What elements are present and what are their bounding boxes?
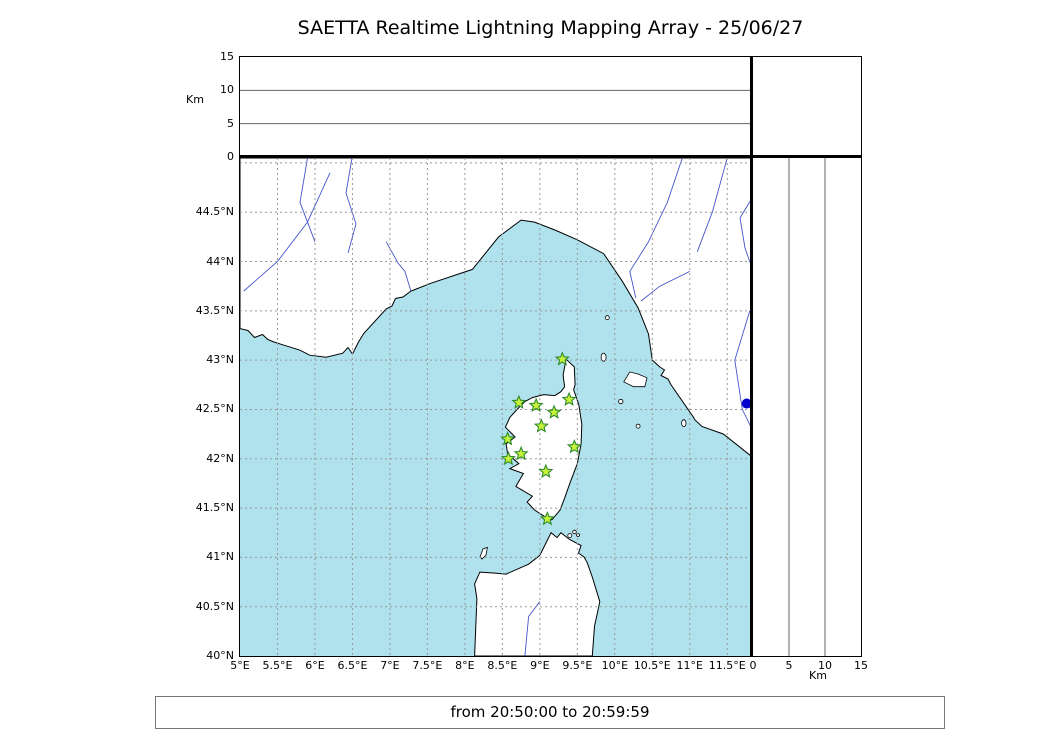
station-marker [538,463,554,479]
lon-tick-label: 9.5°E [562,659,593,672]
altitude-tick-label-top: 10 [220,83,234,97]
altitude-latitude-plot [788,158,826,656]
figure-title: SAETTA Realtime Lightning Mapping Array … [297,17,804,39]
capraia-island [600,352,607,362]
pianosa-island [618,398,624,405]
elba-island [623,371,648,388]
lat-tick-label: 42°N [206,451,234,465]
station-marker [500,431,516,446]
land-group [240,158,752,656]
station-marker [511,394,527,409]
lat-tick-label: 41°N [206,550,234,564]
lat-tick-label: 43°N [206,353,234,367]
lon-tick-label: 10°E [601,659,629,672]
maddalena-island [567,533,573,539]
event-markers-group [741,398,752,409]
lon-tick-label: 9°E [530,659,550,672]
altitude-tick-label-right: 5 [785,659,793,672]
lon-tick-label: 6°E [305,659,325,672]
lon-tick-label: 5°E [230,659,250,672]
corner-panel [752,56,862,158]
lat-tick-label: 44°N [206,254,234,268]
station-marker [528,397,544,412]
corsica-coastline [504,358,583,521]
altitude-axis-label-top: Km [186,93,204,106]
river [299,158,316,242]
lat-tick-label: 42.5°N [195,402,234,416]
lon-tick-label: 7.5°E [412,659,443,672]
lat-tick-label: 44.5°N [195,205,234,219]
lon-tick-label: 11.5°E [708,659,746,672]
altitude-tick-label-top: 5 [227,116,234,130]
station-marker [533,418,549,433]
lon-tick-label: 10.5°E [633,659,671,672]
altitude-tick-label-right: 10 [818,659,832,672]
lightning-event-dot [741,398,752,409]
river [739,197,752,269]
time-range-box: from 20:50:00 to 20:59:59 [155,696,945,729]
asinara-island [479,546,488,560]
maddalena-island [572,529,577,535]
lat-tick-label: 40.5°N [195,599,234,613]
giglio-island [681,419,687,428]
altitude-longitude-panel [239,56,753,158]
river [696,158,728,252]
montecristo-island [635,423,641,429]
altitude-longitude-plot [240,89,752,125]
lat-tick-label: 40°N [206,649,234,662]
time-range-text: from 20:50:00 to 20:59:59 [450,703,650,721]
station-marker [539,510,555,526]
river [243,172,331,292]
mainland-coastline [240,158,752,458]
station-markers-group [500,351,582,526]
river [734,310,752,430]
lon-tick-label: 8°E [455,659,475,672]
lat-tick-label: 41.5°N [195,501,234,515]
altitude-tick-label-right: 0 [749,659,757,672]
station-marker [513,445,529,461]
altitude-latitude-panel [752,157,862,657]
axis-separator-horizontal [239,155,862,158]
lon-tick-label: 8.5°E [487,659,518,672]
rivers-group [243,158,752,656]
river [629,158,683,299]
station-marker [554,351,570,366]
axis-separator-vertical [750,56,753,657]
graticule-group [240,158,752,656]
lon-tick-label: 7°E [380,659,400,672]
river [385,241,412,292]
lon-tick-label: 11°E [676,659,703,672]
station-marker [500,450,516,466]
lat-tick-label: 43.5°N [195,303,234,317]
altitude-tick-label-top: 15 [220,50,234,63]
river [640,270,690,302]
lon-tick-label: 6.5°E [337,659,368,672]
map-panel [239,157,753,657]
altitude-tick-label-top: 0 [227,150,234,163]
map-plot [240,158,752,656]
station-marker [566,438,582,454]
altitude-axis-label-right: Km [809,669,827,682]
station-marker [546,404,562,419]
lon-tick-label: 5.5°E [262,659,293,672]
gorgona-island [604,315,610,321]
station-marker [561,391,577,407]
sardinia-coastline [474,531,601,656]
altitude-tick-label-right: 15 [854,659,868,672]
